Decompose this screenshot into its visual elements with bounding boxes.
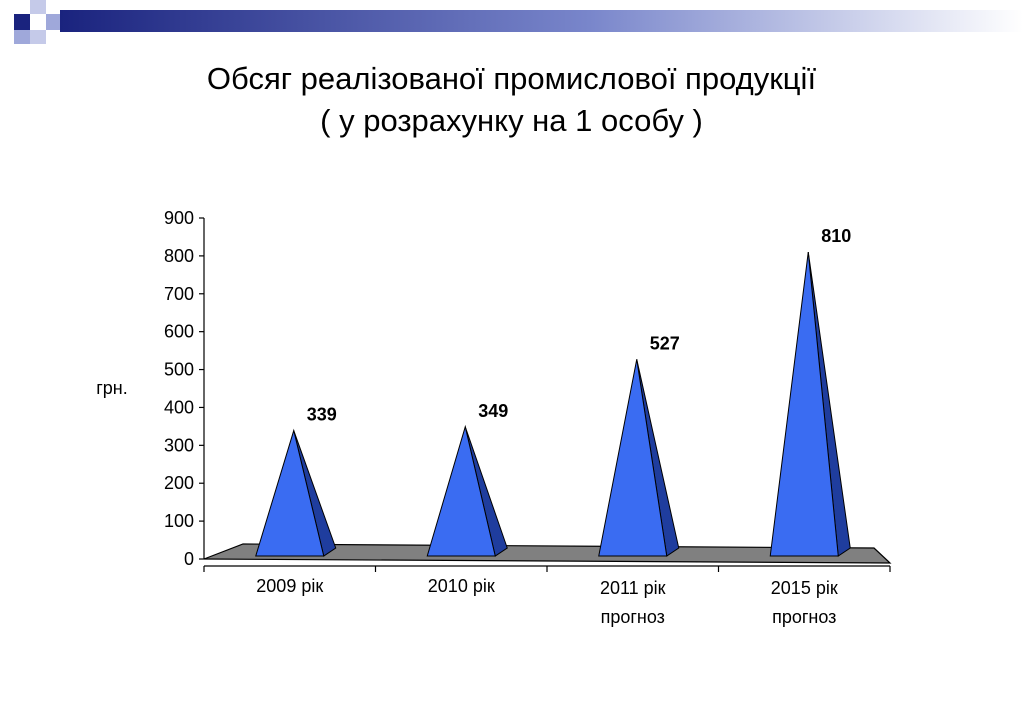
x-category-label: 2010 рік [428, 576, 495, 596]
slide-title-line-1: Обсяг реалізованої промислової продукції [206, 61, 817, 96]
deco-square [14, 30, 30, 44]
chart-floor-layer [203, 543, 892, 564]
y-tick-label: 200 [164, 473, 194, 493]
slide-title: Обсяг реалізованої промислової продукції… [0, 58, 1023, 142]
y-tick-label: 0 [184, 549, 194, 569]
data-label: 349 [478, 401, 508, 421]
pyramid-bar [426, 424, 508, 557]
y-tick-label: 300 [164, 435, 194, 455]
deco-square [30, 0, 46, 14]
pyramid-bar [598, 359, 680, 557]
pyramid-front-face [769, 252, 839, 557]
x-category-label: 2009 рік [256, 576, 323, 596]
x-category-label: 2015 рік [771, 578, 838, 598]
chart-axes: 0 100 200 300 400 500 600 700 800 900 грн. 2009 рік… [96, 208, 891, 627]
pyramid-bar [255, 428, 337, 557]
y-tick-label: 400 [164, 397, 194, 417]
chart-bars [255, 252, 851, 557]
y-axis-label: грн. [96, 378, 128, 398]
x-category-sublabel: прогноз [772, 607, 836, 627]
deco-square [46, 14, 60, 30]
slide-decoration [0, 0, 1023, 44]
x-category-label: 2011 рік [600, 578, 666, 598]
deco-stripe [60, 10, 1023, 32]
pyramid-front-face [255, 428, 325, 557]
y-tick-label: 700 [164, 284, 194, 304]
deco-square [30, 30, 46, 44]
y-tick-label: 900 [164, 208, 194, 228]
y-tick-label: 800 [164, 246, 194, 266]
data-label: 339 [307, 405, 337, 425]
deco-square [0, 0, 14, 14]
chart-floor [203, 543, 892, 564]
pyramid-front-face [598, 359, 668, 557]
y-tick-label: 600 [164, 322, 194, 342]
deco-square [14, 14, 30, 30]
x-category-sublabel: прогноз [601, 607, 665, 627]
data-label: 527 [650, 333, 680, 353]
pyramid-front-face [426, 424, 496, 557]
data-label: 810 [821, 226, 851, 246]
y-tick-label: 100 [164, 511, 194, 531]
chart-labels: 339 349 527 810 [307, 226, 852, 424]
slide-title-line-2: ( у розрахунку на 1 особу ) [320, 103, 703, 138]
pyramid-bar [769, 252, 851, 557]
y-tick-label: 500 [164, 360, 194, 380]
